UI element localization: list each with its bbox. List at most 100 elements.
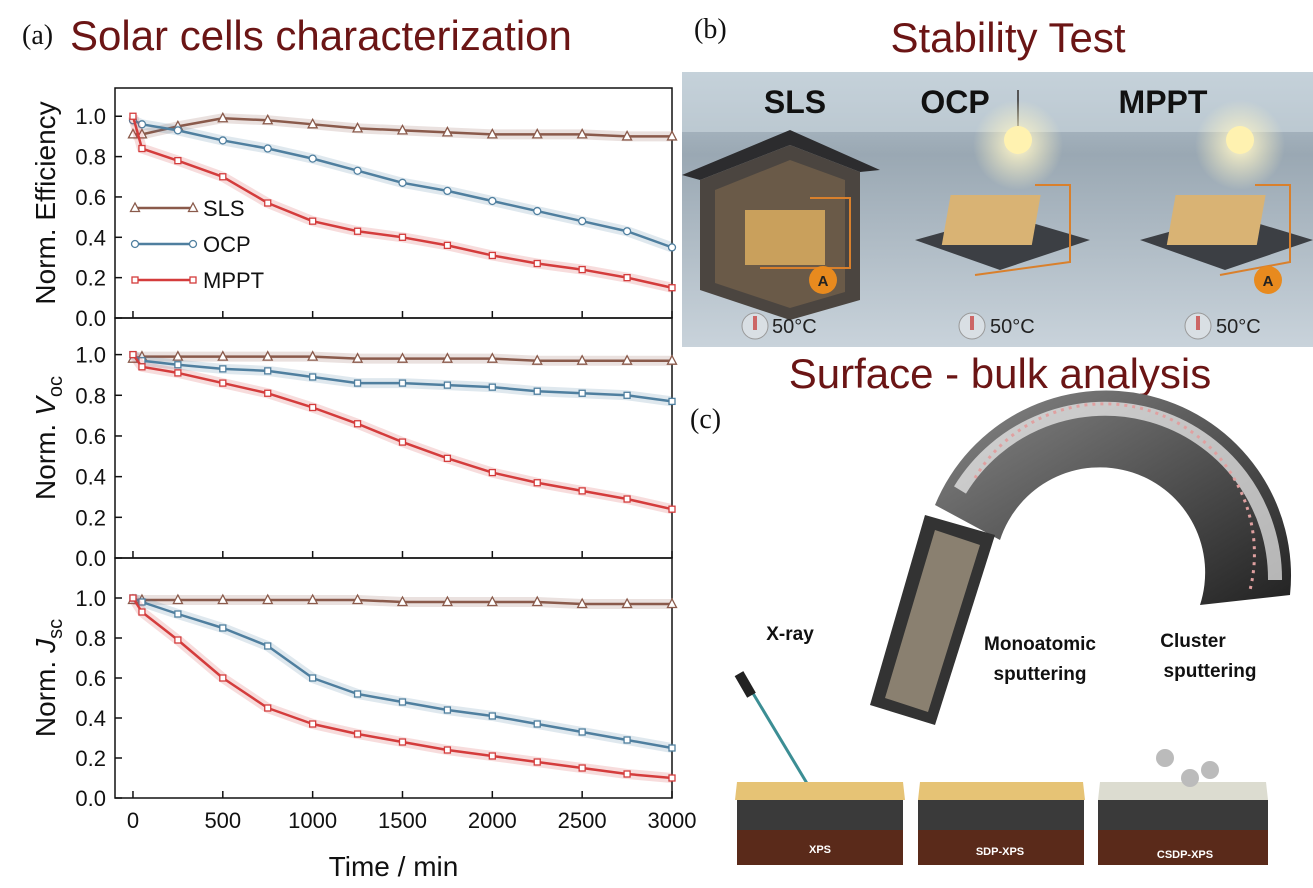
beam-label: sputtering xyxy=(1164,661,1257,682)
marker xyxy=(220,174,226,180)
y-tick-label: 0.4 xyxy=(75,465,106,490)
marker xyxy=(309,155,316,162)
marker xyxy=(175,370,181,376)
beam-label: sputtering xyxy=(994,664,1087,685)
temperature: 50°C xyxy=(1216,316,1261,338)
marker xyxy=(355,421,361,427)
y-tick-label: 1.0 xyxy=(75,586,106,611)
panel-title: Surface - bulk analysis xyxy=(789,350,1212,397)
marker xyxy=(175,611,181,617)
beam-label: Monoatomic xyxy=(984,634,1096,655)
marker xyxy=(579,390,585,396)
legend-label: SLS xyxy=(203,196,245,221)
marker xyxy=(399,739,405,745)
marker xyxy=(220,380,226,386)
marker xyxy=(265,390,271,396)
y-tick-label: 0.4 xyxy=(75,225,106,250)
marker xyxy=(310,721,316,727)
charts: 0.00.20.40.60.81.0Norm. EfficiencySLSOCP… xyxy=(30,88,696,882)
marker xyxy=(354,167,361,174)
panel-title: Stability Test xyxy=(891,14,1126,61)
marker xyxy=(579,765,585,771)
marker xyxy=(444,455,450,461)
scene-label: SLS xyxy=(764,84,826,120)
marker xyxy=(669,745,675,751)
marker xyxy=(310,218,316,224)
marker xyxy=(444,242,450,248)
y-axis-title-text: Norm. xyxy=(30,661,61,737)
band xyxy=(133,355,672,510)
y-tick-label: 1.0 xyxy=(75,104,106,129)
marker xyxy=(624,737,630,743)
y-tick-label: 0.6 xyxy=(75,424,106,449)
marker xyxy=(489,197,496,204)
legend-marker xyxy=(190,241,197,248)
y-axis-title-symbol: J xyxy=(30,638,61,654)
marker xyxy=(669,775,675,781)
legend-marker xyxy=(190,277,196,283)
y-tick-label: 0.2 xyxy=(75,746,106,771)
temperature: 50°C xyxy=(772,316,817,338)
y-axis-title: Norm. Jsc xyxy=(30,619,67,737)
panel-label: (b) xyxy=(694,14,727,45)
marker xyxy=(669,398,675,404)
marker xyxy=(489,470,495,476)
x-tick-label: 0 xyxy=(127,808,139,833)
beam-label: Cluster xyxy=(1160,631,1226,652)
marker xyxy=(265,643,271,649)
panel-label: (c) xyxy=(690,404,721,435)
y-tick-label: 0.2 xyxy=(75,505,106,530)
y-tick-label: 0.6 xyxy=(75,185,106,210)
legend-marker xyxy=(132,277,138,283)
xps-illustration xyxy=(735,391,1291,865)
marker xyxy=(489,713,495,719)
marker xyxy=(355,731,361,737)
sample-label: SDP-XPS xyxy=(976,846,1024,858)
x-tick-label: 1500 xyxy=(378,808,427,833)
marker xyxy=(219,137,226,144)
marker xyxy=(624,275,630,281)
x-axis-title: Time / min xyxy=(329,851,459,882)
y-axis-title-subscript: sc xyxy=(45,619,67,639)
marker xyxy=(139,146,145,152)
marker xyxy=(579,488,585,494)
marker xyxy=(534,388,540,394)
marker xyxy=(444,382,450,388)
y-axis-title: Norm.Voc xyxy=(30,376,67,500)
marker xyxy=(444,747,450,753)
marker xyxy=(669,244,676,251)
marker xyxy=(265,705,271,711)
marker xyxy=(220,366,226,372)
marker xyxy=(444,707,450,713)
x-tick-label: 3000 xyxy=(648,808,697,833)
marker xyxy=(399,699,405,705)
x-tick-label: 1000 xyxy=(288,808,337,833)
marker xyxy=(624,771,630,777)
marker xyxy=(579,729,585,735)
x-tick-label: 2500 xyxy=(558,808,607,833)
marker xyxy=(175,362,181,368)
y-tick-label: 0.6 xyxy=(75,666,106,691)
marker xyxy=(534,759,540,765)
marker xyxy=(175,158,181,164)
marker xyxy=(534,261,540,267)
marker xyxy=(489,252,495,258)
plot-frame xyxy=(115,558,672,798)
marker xyxy=(310,374,316,380)
marker xyxy=(220,675,226,681)
marker xyxy=(355,691,361,697)
marker xyxy=(310,404,316,410)
legend-marker xyxy=(132,241,139,248)
x-tick-label: 500 xyxy=(204,808,241,833)
marker xyxy=(579,267,585,273)
scene-label: OCP xyxy=(920,84,989,120)
marker xyxy=(624,228,631,235)
meter-label: A xyxy=(1263,273,1274,290)
y-axis-title: Norm. Efficiency xyxy=(30,101,61,304)
y-tick-label: 1.0 xyxy=(75,343,106,368)
marker xyxy=(174,127,181,134)
marker xyxy=(444,187,451,194)
marker xyxy=(399,234,405,240)
y-tick-label: 0.8 xyxy=(75,383,106,408)
marker xyxy=(220,625,226,631)
